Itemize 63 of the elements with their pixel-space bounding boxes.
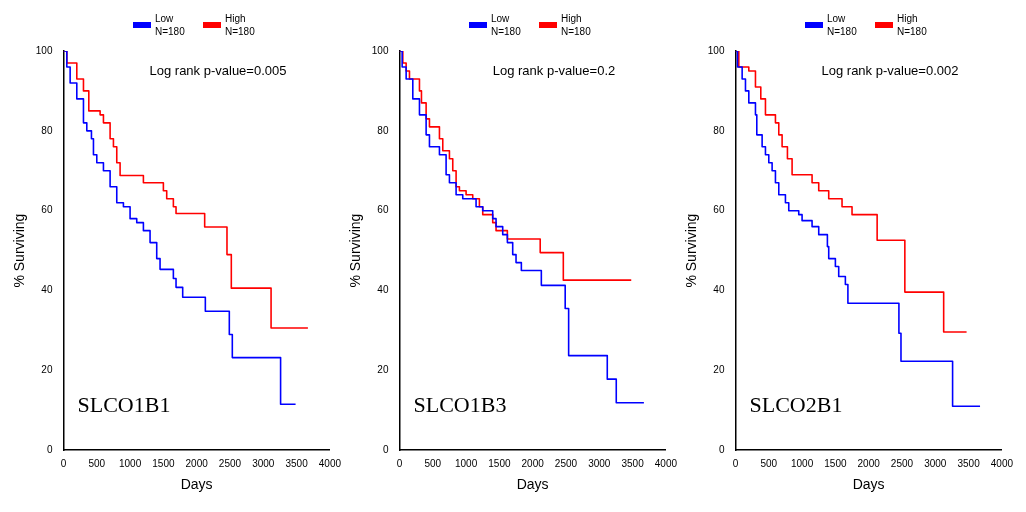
- legend-label: High N=180: [225, 12, 256, 38]
- x-tick-label: 500: [88, 457, 106, 469]
- y-tick-label: 60: [41, 204, 53, 216]
- legend-label: High N=180: [561, 12, 592, 38]
- legend-label: Low N=180: [491, 12, 522, 38]
- annotation: SLCO2B1: [749, 392, 843, 418]
- x-tick-label: 3000: [252, 457, 275, 469]
- x-tick-label: 4000: [318, 457, 342, 469]
- x-tick-label: 0: [60, 457, 67, 469]
- y-tick-label: 80: [713, 124, 725, 136]
- x-tick-label: 3500: [957, 457, 981, 469]
- y-tick-label: 40: [713, 284, 725, 296]
- x-tick-label: 1500: [152, 457, 175, 469]
- x-tick-label: 2500: [890, 457, 914, 469]
- x-axis-title: Days: [516, 476, 549, 493]
- annotation: Log rank p-value=0.005: [149, 62, 287, 78]
- annotation: Log rank p-value=0.002: [821, 62, 959, 78]
- x-tick-label: 4000: [990, 457, 1014, 469]
- x-tick-label: 3000: [924, 457, 947, 469]
- legend-label: Low N=180: [827, 12, 858, 38]
- y-tick-label: 100: [35, 44, 53, 56]
- legend-label: Low N=180: [155, 12, 186, 38]
- y-tick-label: 100: [707, 44, 725, 56]
- x-tick-label: 1500: [488, 457, 511, 469]
- x-tick-label: 0: [732, 457, 739, 469]
- y-tick-label: 40: [377, 284, 389, 296]
- x-tick-label: 3000: [588, 457, 611, 469]
- y-tick-label: 80: [41, 124, 53, 136]
- y-tick-label: 20: [41, 364, 53, 376]
- y-tick-label: 0: [382, 443, 389, 455]
- y-tick-label: 60: [713, 204, 725, 216]
- x-tick-label: 1500: [824, 457, 847, 469]
- x-tick-label: 4000: [654, 457, 678, 469]
- x-tick-label: 2000: [857, 457, 881, 469]
- x-tick-label: 0: [396, 457, 403, 469]
- x-axis-title: Days: [852, 476, 885, 493]
- y-tick-label: 20: [713, 364, 725, 376]
- x-tick-label: 1000: [454, 457, 478, 469]
- x-tick-label: 2000: [521, 457, 545, 469]
- x-axis-title: Days: [180, 476, 213, 493]
- annotation: SLCO1B3: [413, 392, 507, 418]
- y-tick-label: 80: [377, 124, 389, 136]
- y-tick-label: 0: [46, 443, 53, 455]
- y-tick-label: 0: [718, 443, 725, 455]
- x-tick-label: 3500: [285, 457, 309, 469]
- x-tick-label: 2500: [554, 457, 578, 469]
- legend-label: High N=180: [897, 12, 928, 38]
- x-tick-label: 3500: [621, 457, 645, 469]
- annotation: Log rank p-value=0.2: [492, 62, 616, 78]
- y-axis-title: % Surviving: [347, 213, 364, 288]
- x-tick-label: 500: [760, 457, 778, 469]
- x-tick-label: 1000: [118, 457, 142, 469]
- y-tick-label: 100: [371, 44, 389, 56]
- x-tick-label: 1000: [790, 457, 814, 469]
- y-tick-label: 40: [41, 284, 53, 296]
- y-tick-label: 20: [377, 364, 389, 376]
- x-tick-label: 2000: [185, 457, 209, 469]
- y-axis-title: % Surviving: [11, 213, 28, 288]
- x-tick-label: 2500: [218, 457, 242, 469]
- y-axis-title: % Surviving: [683, 213, 700, 288]
- annotation: SLCO1B1: [77, 392, 171, 418]
- x-tick-label: 500: [424, 457, 442, 469]
- y-tick-label: 60: [377, 204, 389, 216]
